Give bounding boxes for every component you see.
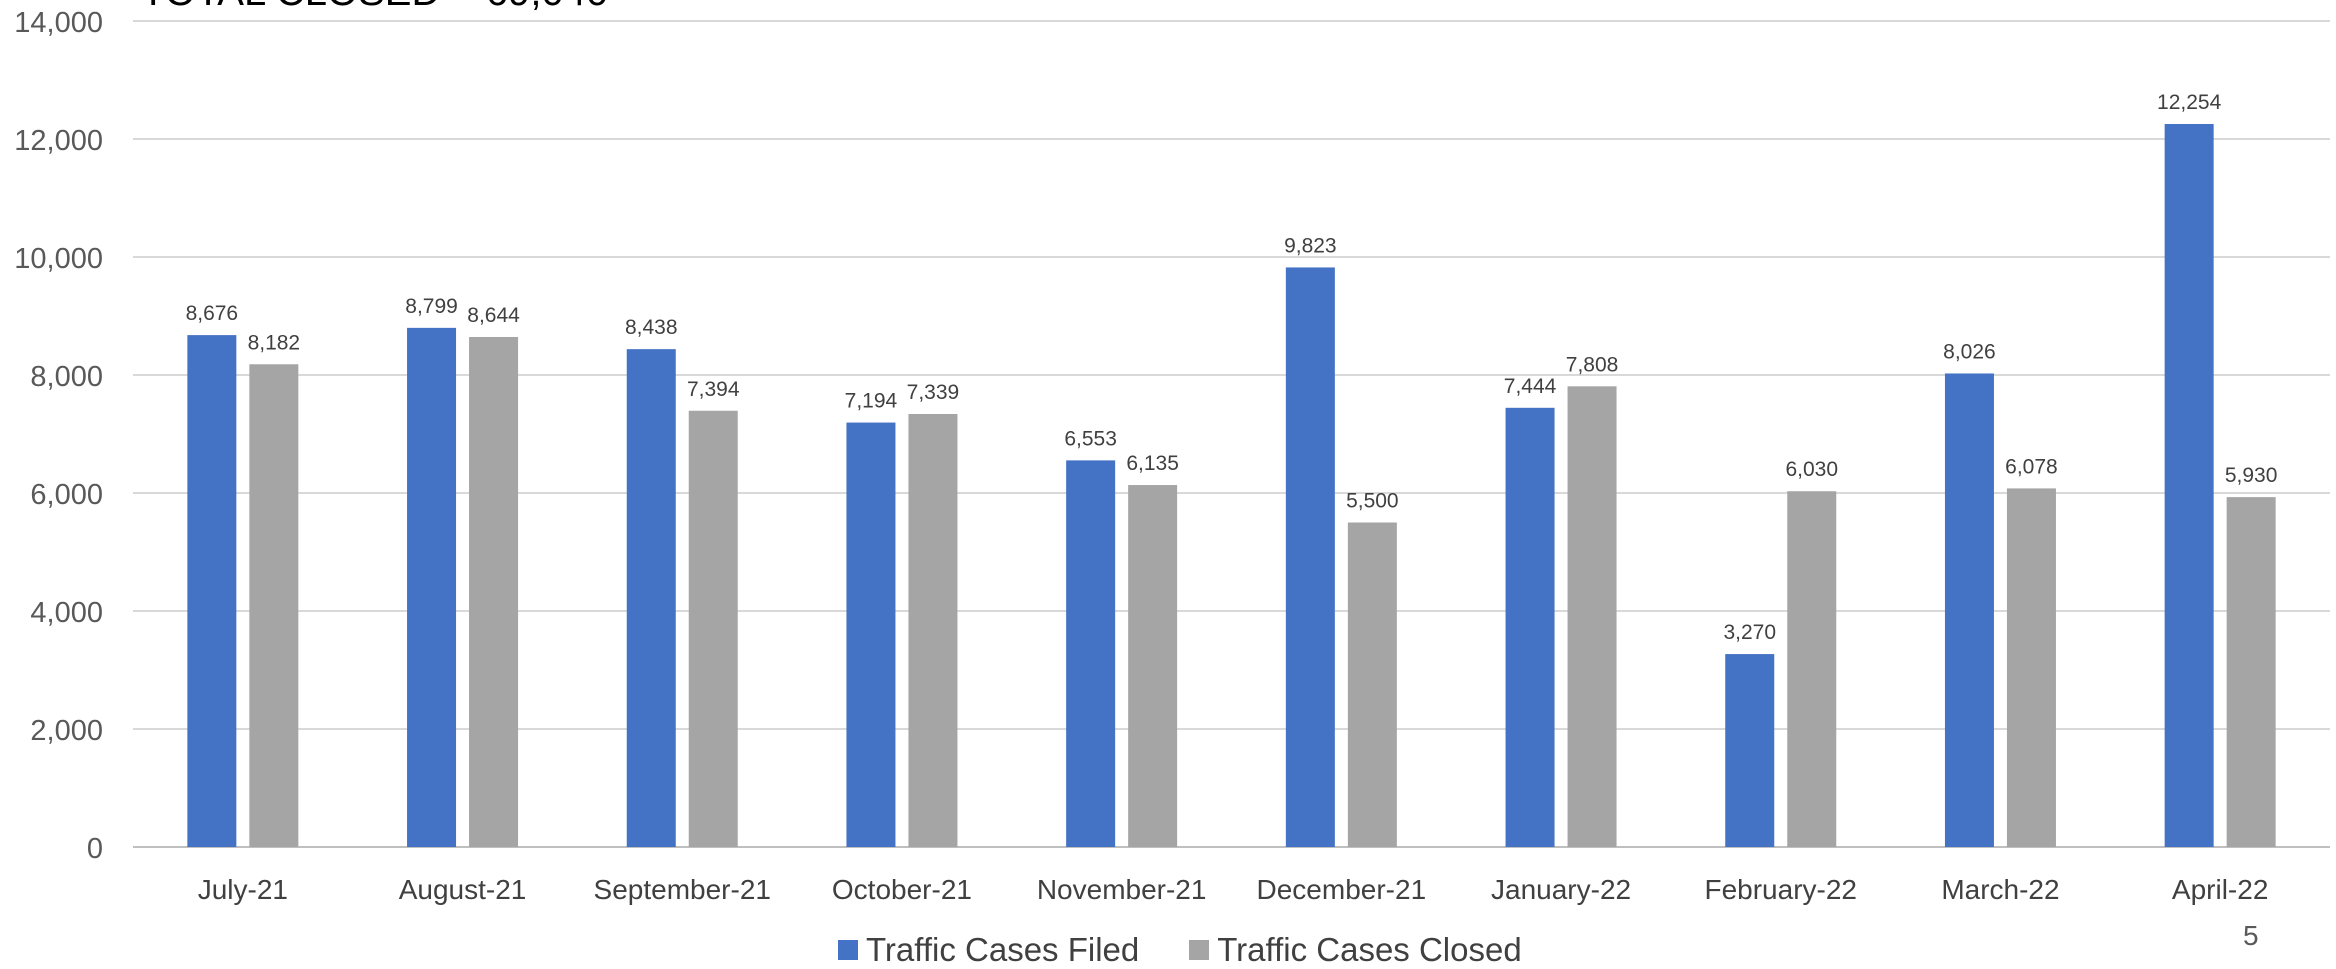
chart-legend: Traffic Cases Filed Traffic Cases Closed	[838, 930, 1572, 969]
data-label-filed: 6,553	[1064, 427, 1117, 450]
data-label-filed: 3,270	[1723, 621, 1776, 644]
bar-filed	[2164, 124, 2214, 848]
y-tick-label: 0	[87, 833, 103, 865]
page-number: 5	[2243, 920, 2259, 951]
legend-label-filed: Traffic Cases Filed	[866, 931, 1140, 968]
y-tick-label: 4,000	[30, 597, 103, 629]
bar-filed	[846, 422, 896, 847]
bar-closed	[1787, 491, 1837, 847]
bar-closed	[2226, 497, 2276, 847]
x-tick-label: September-21	[594, 874, 771, 905]
bar-filed	[187, 335, 237, 847]
data-label-filed: 8,676	[186, 302, 239, 325]
bar-filed	[626, 349, 676, 847]
data-label-filed: 7,444	[1504, 375, 1557, 398]
data-label-filed: 8,799	[405, 295, 458, 318]
total-closed-header: TOTAL CLOSED = 69,040	[141, 0, 608, 12]
bar-filed	[1505, 407, 1555, 847]
data-label-closed: 8,182	[248, 331, 301, 354]
legend-swatch-filed	[838, 940, 858, 960]
bar-closed	[1567, 386, 1617, 847]
bar-filed	[1285, 267, 1335, 847]
bar-closed	[908, 413, 958, 847]
bar-filed	[1725, 654, 1775, 847]
y-tick-label: 8,000	[30, 361, 103, 393]
x-tick-label: March-22	[1941, 874, 2059, 905]
y-tick-label: 2,000	[30, 715, 103, 747]
legend-swatch-closed	[1189, 940, 1210, 960]
x-tick-label: October-21	[832, 874, 972, 905]
bar-filed	[1066, 460, 1116, 847]
data-label-closed: 8,644	[467, 304, 520, 327]
data-label-filed: 12,254	[2157, 91, 2222, 114]
y-tick-label: 10,000	[14, 243, 103, 275]
y-tick-label: 14,000	[14, 7, 103, 39]
y-tick-label: 12,000	[14, 125, 103, 157]
y-tick-label: 6,000	[30, 479, 103, 511]
bar-closed	[1347, 522, 1397, 847]
x-tick-label: February-22	[1704, 874, 1857, 905]
data-label-filed: 8,438	[625, 316, 678, 339]
bar-filed	[1944, 373, 1994, 847]
data-label-closed: 6,078	[2005, 455, 2058, 478]
legend-label-closed: Traffic Cases Closed	[1217, 931, 1522, 968]
bar-closed	[2006, 488, 2056, 847]
bar-closed	[469, 337, 519, 847]
data-label-closed: 5,500	[1346, 490, 1399, 513]
x-tick-label: January-22	[1491, 874, 1631, 905]
legend-item-filed: Traffic Cases Filed	[838, 930, 1139, 969]
legend-item-closed: Traffic Cases Closed	[1189, 930, 1522, 969]
x-tick-label: April-22	[2172, 874, 2268, 905]
bar-closed	[688, 410, 738, 847]
data-label-closed: 7,394	[687, 378, 740, 401]
bar-closed	[249, 364, 299, 847]
x-tick-label: July-21	[198, 874, 288, 905]
x-tick-label: August-21	[399, 874, 527, 905]
data-label-filed: 8,026	[1943, 340, 1996, 363]
data-label-closed: 6,135	[1126, 452, 1179, 475]
data-label-closed: 5,930	[2225, 464, 2278, 487]
bar-closed	[1128, 485, 1178, 847]
bar-filed	[407, 327, 457, 847]
x-tick-label: December-21	[1257, 874, 1427, 905]
data-label-closed: 6,030	[1785, 458, 1838, 481]
data-label-closed: 7,808	[1566, 353, 1619, 376]
data-label-closed: 7,339	[907, 381, 960, 404]
data-label-filed: 9,823	[1284, 234, 1337, 257]
x-tick-label: November-21	[1037, 874, 1207, 905]
data-label-filed: 7,194	[845, 390, 898, 413]
